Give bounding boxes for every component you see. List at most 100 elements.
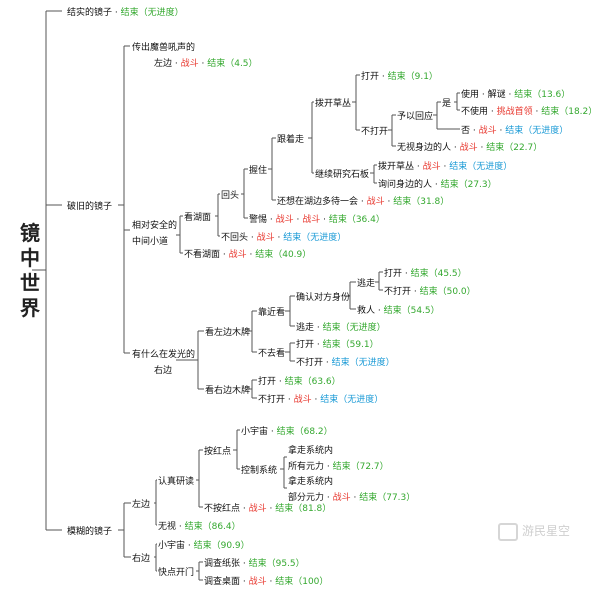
node-label: 不打开 xyxy=(361,125,388,137)
node-label: 使用 xyxy=(461,88,479,100)
end-tag: 结束（45.5） xyxy=(411,267,467,279)
node-n17: 打开 · 结束（9.1） xyxy=(361,70,438,82)
node-n44: 无视 · 结束（86.4） xyxy=(158,520,241,532)
node-label: 询问身边的人 xyxy=(378,178,432,190)
connector-2 xyxy=(118,45,130,354)
node-label: 确认对方身份 xyxy=(296,291,350,303)
end-tag: 结束（无进度） xyxy=(323,321,386,333)
node-n10: 不回头 · 战斗 · 结束（无进度） xyxy=(221,231,346,243)
node-n5a: 相对安全的 xyxy=(132,219,177,231)
end-tag: 结束（无进度） xyxy=(320,393,383,405)
end-tag: 结束（无进度） xyxy=(332,356,395,368)
node-label: 还想在湖边多待一会 xyxy=(277,195,358,207)
connector-5 xyxy=(241,168,248,219)
node-label: 破旧的镜子 xyxy=(67,200,112,212)
end-tag: 结束（50.0） xyxy=(420,285,476,297)
node-label: 不打开 xyxy=(258,393,285,405)
node-n8: 不看湖面 · 战斗 · 结束（40.9） xyxy=(184,248,311,260)
node-n45: 按红点 xyxy=(204,445,231,457)
node-n19: 予以回应 xyxy=(397,110,433,122)
node-label: 否 xyxy=(461,125,470,136)
fight-tag: 战斗 xyxy=(460,142,478,153)
connector-22 xyxy=(196,449,203,508)
end-tag: 结束（无进度） xyxy=(121,6,184,18)
node-label: 结实的镜子 xyxy=(67,6,112,18)
end-tag: 结束（81.8） xyxy=(275,502,331,514)
separator: · xyxy=(248,233,257,243)
separator: · xyxy=(314,340,323,350)
separator: · xyxy=(220,250,229,260)
separator: · xyxy=(506,90,515,100)
node-label: 继续研究石板 xyxy=(315,168,369,180)
node-label: 左边 xyxy=(154,57,172,69)
separator: · xyxy=(385,197,394,207)
separator: · xyxy=(488,107,497,117)
connector-15 xyxy=(285,295,295,327)
end-tag: 结束（无进度） xyxy=(283,231,346,243)
node-n16: 继续研究石板 xyxy=(315,168,369,180)
separator: · xyxy=(314,323,323,333)
separator: · xyxy=(478,143,487,153)
node-label: 快点开门 xyxy=(158,566,194,578)
end-tag: 结束（4.5） xyxy=(207,57,257,69)
watermark-text: 游民星空 xyxy=(522,524,571,538)
node-n3: 模糊的镜子 xyxy=(67,525,112,537)
connector-12 xyxy=(370,164,377,184)
fight-tag: 战斗 xyxy=(423,161,441,172)
end-tag: 结束（90.9） xyxy=(194,539,250,551)
node-n6a: 有什么在发光的 xyxy=(132,348,195,360)
end-tag: 结束（27.3） xyxy=(441,178,497,190)
node-label: 所有元力 xyxy=(288,460,324,472)
node-label: 拨开草丛 xyxy=(378,160,414,172)
separator: · xyxy=(351,493,360,503)
node-n36: 不打开 · 结束（50.0） xyxy=(384,285,476,297)
logo-mark-icon xyxy=(498,522,518,541)
node-label: 救人 xyxy=(357,304,375,316)
root-title-char-4: 界 xyxy=(20,296,40,320)
node-n53: 调查纸张 · 结束（95.5） xyxy=(204,557,305,569)
node-n50b: 部分元力 · 战斗 · 结束（77.3） xyxy=(288,491,415,503)
fight-tag: 战斗 xyxy=(367,196,385,207)
end-tag: 结束（无进度） xyxy=(449,160,512,172)
node-n38: 不打开 · 结束（无进度） xyxy=(296,356,395,368)
node-n25: 拨开草丛 · 战斗 · 结束（无进度） xyxy=(378,160,512,172)
node-n11: 握住 xyxy=(249,164,267,176)
separator: · xyxy=(402,269,411,279)
node-label: 无视 xyxy=(158,520,176,532)
separator: · xyxy=(497,126,506,136)
node-label: 跟着走 xyxy=(277,133,304,145)
connector-4 xyxy=(215,193,220,237)
end-tag: 结束（54.5） xyxy=(384,304,440,316)
node-label: 调查桌面 xyxy=(204,575,240,587)
node-n9: 回头 xyxy=(221,190,239,201)
node-label: 相对安全的 xyxy=(132,219,177,231)
separator: · xyxy=(324,462,333,472)
end-tag: 结束（68.2） xyxy=(277,425,333,437)
connector-11 xyxy=(454,92,460,111)
end-tag: 结束（86.4） xyxy=(185,520,241,532)
end-tag: 结束（63.6） xyxy=(285,375,341,387)
end-tag: 结束（95.5） xyxy=(249,557,305,569)
node-n46: 不按红点 · 战斗 · 结束（81.8） xyxy=(204,502,331,514)
separator: · xyxy=(379,72,388,82)
connector-25 xyxy=(154,543,157,572)
node-n4: 传出魔兽吼声的 xyxy=(132,41,195,53)
separator: · xyxy=(276,377,285,387)
node-label: 无视身边的人 xyxy=(397,141,451,153)
node-n47: 小宇宙 · 结束（68.2） xyxy=(241,425,333,437)
node-label: 逃走 xyxy=(357,277,375,289)
node-label: 拨开草丛 xyxy=(315,97,351,109)
node-label: 警惕 xyxy=(249,213,267,225)
separator: · xyxy=(358,197,367,207)
separator: · xyxy=(324,493,333,503)
node-label: 不打开 xyxy=(384,285,411,297)
connector-lines xyxy=(32,10,460,581)
node-n24: 不使用 · 挑战首领 · 结束（18.2） xyxy=(461,105,597,117)
node-label: 不按红点 xyxy=(204,502,240,514)
separator: · xyxy=(441,162,450,172)
separator: · xyxy=(451,143,460,153)
node-n2: 破旧的镜子 xyxy=(67,200,112,212)
node-n21: 是 xyxy=(442,98,451,109)
node-label: 不使用 xyxy=(461,105,488,117)
